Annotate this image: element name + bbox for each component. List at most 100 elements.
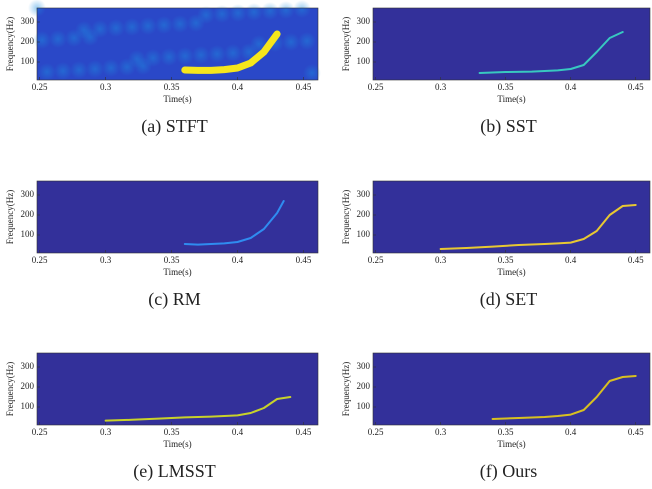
caption: (d) SET: [480, 289, 538, 310]
panel: 0.25 0.3 0.35 0.4 0.45 100 200 300 Time(s) Freque…: [5, 0, 321, 137]
x-tick-label: 0.4: [232, 82, 244, 92]
plot-frame: [36, 7, 319, 81]
x-tick-label: 0.35: [164, 82, 180, 92]
texture: [139, 17, 157, 35]
y-axis-label: Frequency(Hz): [5, 190, 15, 244]
x-tick-label: 0.25: [368, 82, 384, 92]
panel: 0.25 0.3 0.35 0.4 0.45 100 200 300 Time(s) Freque…: [5, 352, 319, 482]
caption: (f) Ours: [480, 461, 537, 482]
x-tick-label: 0.25: [368, 427, 384, 437]
y-tick-label: 300: [357, 16, 371, 26]
x-tick-label: 0.25: [368, 255, 384, 265]
x-axis-label: Time(s): [497, 94, 525, 104]
texture: [224, 44, 242, 62]
x-tick-label: 0.3: [100, 427, 112, 437]
y-tick-label: 200: [357, 209, 371, 219]
y-axis-label: Frequency(Hz): [5, 17, 15, 71]
panel: 0.25 0.3 0.35 0.4 0.45 100 200 300 Time(s) Freque…: [341, 352, 651, 482]
plot-background: [373, 353, 650, 425]
texture: [261, 2, 279, 20]
y-tick-label: 100: [357, 229, 371, 239]
ridge: [183, 200, 285, 246]
y-tick-label: 200: [21, 36, 35, 46]
x-axis-label: Time(s): [163, 439, 191, 449]
y-tick-label: 300: [357, 189, 371, 199]
plot-background: [37, 353, 318, 425]
x-tick-label: 0.45: [296, 427, 312, 437]
y-tick-label: 300: [357, 361, 371, 371]
texture: [213, 5, 231, 23]
texture: [277, 1, 295, 19]
texture: [176, 47, 194, 65]
texture: [123, 18, 141, 36]
x-tick-label: 0.3: [435, 427, 447, 437]
texture: [229, 4, 247, 22]
plot-frame: [372, 180, 651, 254]
y-tick-label: 100: [21, 401, 35, 411]
x-tick-label: 0.4: [565, 427, 577, 437]
x-tick-label: 0.3: [100, 255, 112, 265]
texture: [293, 0, 311, 18]
texture: [303, 64, 321, 82]
x-tick-label: 0.4: [232, 255, 244, 265]
y-tick-label: 100: [21, 229, 35, 239]
texture: [128, 50, 146, 68]
x-tick-label: 0.25: [32, 427, 48, 437]
ridge: [478, 31, 624, 74]
x-tick-label: 0.45: [628, 255, 644, 265]
x-tick-label: 0.45: [628, 82, 644, 92]
y-tick-label: 300: [21, 189, 35, 199]
y-tick-label: 200: [357, 36, 371, 46]
texture: [160, 48, 178, 66]
x-axis-label: Time(s): [163, 94, 191, 104]
x-tick-label: 0.35: [164, 427, 180, 437]
texture: [192, 46, 210, 64]
x-axis-label: Time(s): [497, 439, 525, 449]
x-tick-label: 0.35: [498, 82, 514, 92]
ridge: [491, 375, 637, 420]
texture: [33, 31, 51, 49]
x-axis-label: Time(s): [497, 267, 525, 277]
y-axis-label: Frequency(Hz): [341, 17, 351, 71]
texture: [107, 19, 125, 37]
x-tick-label: 0.35: [498, 255, 514, 265]
texture: [197, 6, 215, 24]
texture: [245, 3, 263, 21]
caption: (c) RM: [148, 289, 201, 310]
plot-frame: [36, 180, 319, 254]
ridge: [439, 204, 637, 250]
plot-frame: [372, 7, 651, 81]
ridge: [104, 396, 292, 422]
x-tick-label: 0.3: [435, 82, 447, 92]
x-tick-label: 0.4: [232, 427, 244, 437]
plot-frame: [372, 352, 651, 426]
texture: [91, 20, 109, 38]
y-tick-label: 300: [21, 16, 35, 26]
ridge: [181, 30, 281, 74]
x-tick-label: 0.35: [164, 255, 180, 265]
y-tick-label: 100: [21, 56, 35, 66]
y-tick-label: 200: [21, 209, 35, 219]
texture: [282, 33, 300, 51]
x-tick-label: 0.45: [296, 82, 312, 92]
y-tick-label: 300: [21, 361, 35, 371]
texture: [144, 49, 162, 67]
x-tick-label: 0.3: [435, 255, 447, 265]
x-tick-label: 0.45: [296, 255, 312, 265]
x-tick-label: 0.35: [498, 427, 514, 437]
x-tick-label: 0.45: [628, 427, 644, 437]
panel: 0.25 0.3 0.35 0.4 0.45 100 200 300 Time(s) Freque…: [5, 180, 319, 310]
texture: [54, 62, 72, 80]
x-tick-label: 0.25: [32, 82, 48, 92]
texture: [155, 16, 173, 34]
y-tick-label: 100: [357, 401, 371, 411]
texture: [70, 61, 88, 79]
x-tick-label: 0.3: [100, 82, 112, 92]
texture: [298, 32, 316, 50]
panel: 0.25 0.3 0.35 0.4 0.45 100 200 300 Time(s) Freque…: [341, 180, 651, 310]
plot-background: [37, 181, 318, 253]
caption: (b) SST: [480, 116, 537, 137]
texture: [75, 21, 93, 39]
texture: [171, 15, 189, 33]
